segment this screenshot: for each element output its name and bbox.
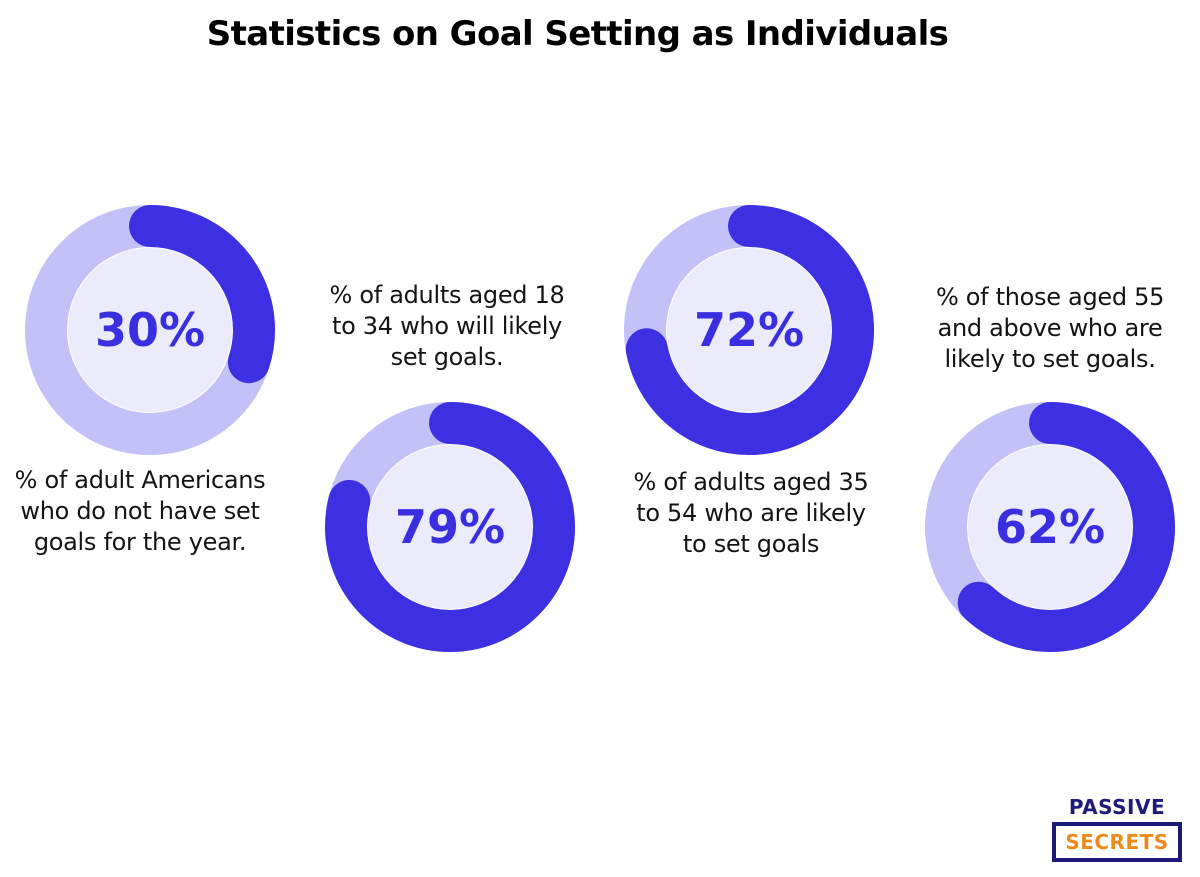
caption-1-line-1: % of adult Americans: [14, 466, 266, 494]
caption-1-line-3: goals for the year.: [33, 528, 247, 556]
donut-chart-1: 30%: [25, 205, 275, 455]
donut-arc-1: [25, 205, 275, 455]
caption-4-line-3: likely to set goals.: [944, 345, 1156, 373]
donut-chart-4: 62%: [925, 402, 1175, 652]
caption-4: % of those aged 55 and above who are lik…: [910, 282, 1190, 375]
donut-svg-2: 79%: [325, 402, 575, 652]
donut-svg-3: 72%: [624, 205, 874, 455]
caption-1-line-2: who do not have set: [20, 497, 260, 525]
logo-line-2: SECRETS: [1052, 822, 1182, 862]
donut-arc-3: [624, 205, 874, 455]
caption-1: % of adult Americans who do not have set…: [0, 465, 280, 558]
percent-label-4: 62%: [995, 500, 1105, 554]
caption-3-line-2: to 54 who are likely: [636, 499, 866, 527]
caption-3-line-1: % of adults aged 35: [633, 468, 869, 496]
donut-arc-2: [325, 402, 575, 652]
caption-2-line-1: % of adults aged 18: [329, 281, 565, 309]
donut-inner-1: [68, 248, 232, 412]
caption-3: % of adults aged 35 to 54 who are likely…: [611, 467, 891, 560]
donut-inner-2: [368, 445, 532, 609]
donut-arc-4: [925, 402, 1175, 652]
caption-3-line-3: to set goals: [682, 530, 820, 558]
percent-label-3: 72%: [694, 303, 804, 357]
donut-svg-4: 62%: [925, 402, 1175, 652]
donut-inner-3: [667, 248, 831, 412]
caption-4-line-1: % of those aged 55: [935, 283, 1165, 311]
donut-inner-4: [968, 445, 1132, 609]
caption-4-line-2: and above who are: [937, 314, 1163, 342]
percent-label-1: 30%: [95, 303, 205, 357]
donut-chart-3: 72%: [624, 205, 874, 455]
chart-title: Statistics on Goal Setting as Individual…: [206, 14, 949, 54]
percent-label-2: 79%: [395, 500, 505, 554]
caption-2-line-2: to 34 who will likely: [331, 312, 563, 340]
passive-secrets-logo: PASSIVE SECRETS: [1052, 795, 1182, 862]
caption-2: % of adults aged 18 to 34 who will likel…: [307, 280, 587, 373]
donut-chart-2: 79%: [325, 402, 575, 652]
logo-line-1: PASSIVE: [1068, 795, 1166, 819]
caption-2-line-3: set goals.: [390, 343, 504, 371]
donut-svg-1: 30%: [25, 205, 275, 455]
